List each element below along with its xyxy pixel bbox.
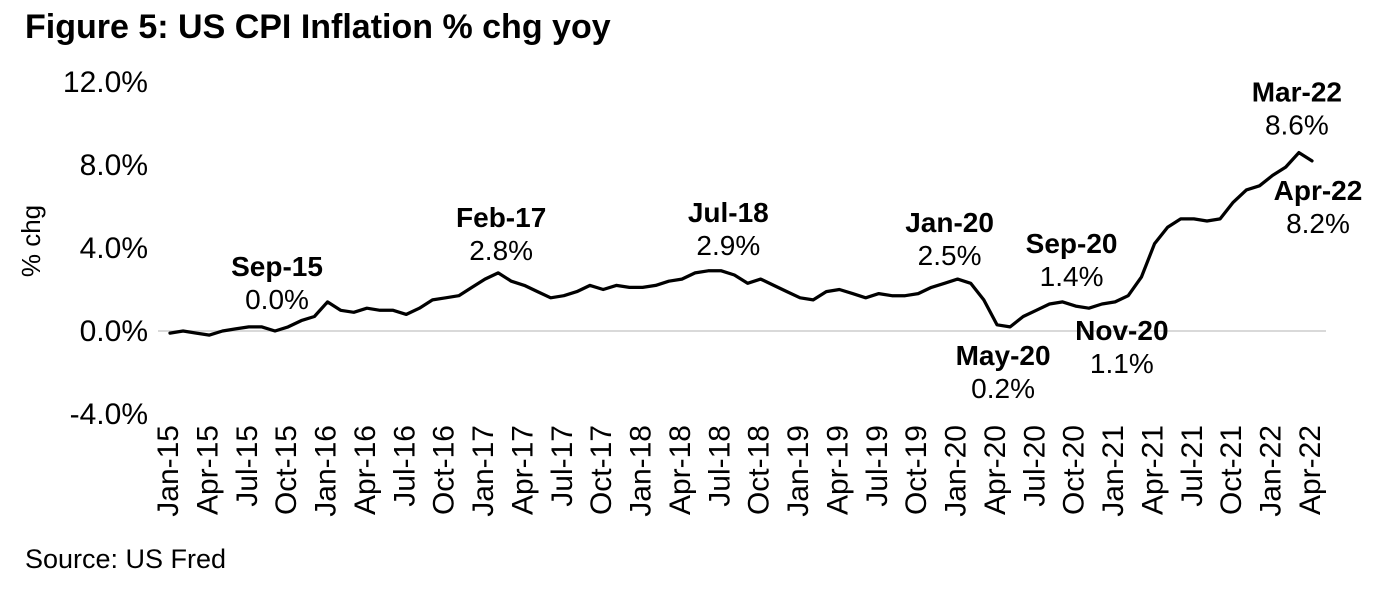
x-tick-label: Jan-21: [1097, 425, 1130, 517]
x-tick-label: Jul-15: [231, 425, 264, 507]
annotation-sep-20: Sep-20 1.4%: [1026, 228, 1118, 292]
annotation-mar-22: Mar-22 8.6%: [1252, 77, 1342, 141]
y-tick-label: 8.0%: [80, 149, 148, 182]
x-tick-label: Apr-21: [1136, 425, 1169, 515]
x-tick-label: Oct-17: [585, 425, 618, 515]
x-tick-label: Oct-19: [900, 425, 933, 515]
x-tick-label: Jan-16: [310, 425, 343, 517]
x-tick-label: Jul-16: [388, 425, 421, 507]
x-tick-label: Apr-19: [821, 425, 854, 515]
annotation-jan-20: Jan-20 2.5%: [905, 207, 994, 271]
annotation-feb-17: Feb-17 2.8%: [456, 202, 546, 266]
x-tick-label: Apr-17: [506, 425, 539, 515]
x-tick-label: Jan-15: [152, 425, 185, 517]
y-axis-title: % chg: [16, 205, 46, 277]
x-tick-label: Apr-16: [349, 425, 382, 515]
x-tick-label: Oct-20: [1058, 425, 1091, 515]
annotation-jul-18: Jul-18 2.9%: [688, 197, 769, 261]
x-tick-label: Jul-17: [546, 425, 579, 507]
y-tick-label: 12.0%: [63, 66, 148, 99]
x-tick-label: Jul-21: [1176, 425, 1209, 507]
x-tick-label: Jan-17: [467, 425, 500, 517]
x-tick-label: Jan-18: [625, 425, 658, 517]
x-tick-label: Apr-20: [979, 425, 1012, 515]
source-note: Source: US Fred: [25, 544, 227, 574]
x-tick-label: Jul-18: [703, 425, 736, 507]
y-tick-label: 4.0%: [80, 232, 148, 265]
x-tick-label: Oct-16: [428, 425, 461, 515]
x-tick-label: Jan-19: [782, 425, 815, 517]
x-tick-label: Oct-18: [743, 425, 776, 515]
x-tick-label: Jul-20: [1018, 425, 1051, 507]
annotation-nov-20: Nov-20 1.1%: [1075, 315, 1168, 379]
x-tick-label: Oct-15: [270, 425, 303, 515]
x-tick-label: Apr-15: [191, 425, 224, 515]
annotation-sep-15: Sep-15 0.0%: [231, 251, 323, 315]
page-title: Figure 5: US CPI Inflation % chg yoy: [25, 8, 611, 46]
x-tick-label: Oct-21: [1215, 425, 1248, 515]
x-tick-label: Jan-20: [940, 425, 973, 517]
y-tick-label: -4.0%: [70, 398, 148, 431]
x-tick-label: Jul-19: [861, 425, 894, 507]
annotation-may-20: May-20 0.2%: [956, 340, 1051, 404]
x-tick-label: Jan-22: [1255, 425, 1288, 517]
y-tick-label: 0.0%: [80, 315, 148, 348]
cpi-yoy-line: [168, 150, 1314, 337]
annotation-apr-22: Apr-22 8.2%: [1274, 175, 1363, 239]
x-tick-label: Apr-18: [664, 425, 697, 515]
x-tick-label: Apr-22: [1294, 425, 1327, 515]
